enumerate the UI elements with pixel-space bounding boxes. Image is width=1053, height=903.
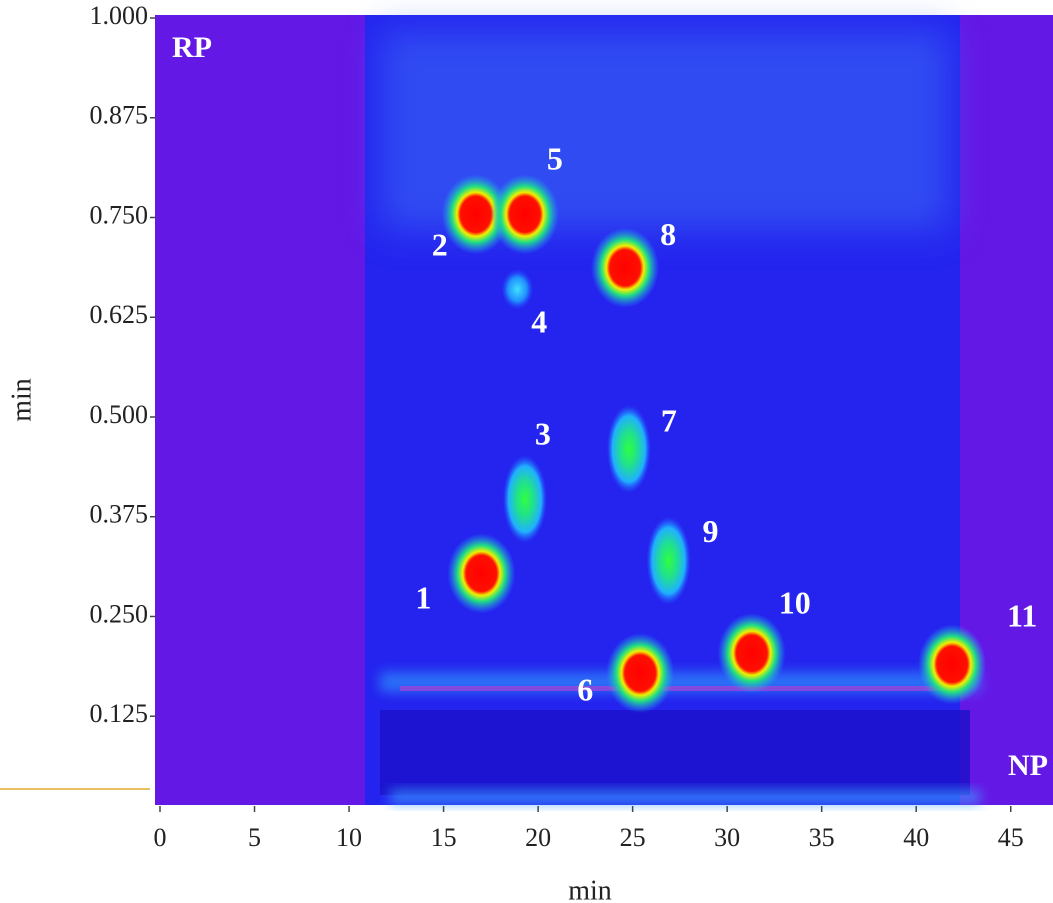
y-tick-label: 0.750 <box>90 200 149 229</box>
y-tick-label: 0.250 <box>90 599 149 628</box>
peak <box>447 533 516 614</box>
peak <box>441 174 510 255</box>
y-tick-label: 0.375 <box>90 500 149 529</box>
background <box>0 15 1053 805</box>
x-tick-label: 45 <box>998 823 1024 852</box>
y-axis-title: min <box>6 378 37 422</box>
x-tick-label: 0 <box>154 823 167 852</box>
y-tick-label: 0.500 <box>90 400 149 429</box>
peak-label: 10 <box>779 585 811 621</box>
peak-label: 2 <box>432 227 448 263</box>
x-axis-title: min <box>568 875 612 903</box>
x-tick-label: 5 <box>248 823 261 852</box>
x-tick-label: 40 <box>903 823 929 852</box>
y-tick-label: 0.125 <box>90 699 149 728</box>
peak-label: 11 <box>1007 598 1037 634</box>
x-tick-label: 20 <box>525 823 551 852</box>
corner-label: NP <box>1008 749 1048 782</box>
peak-label: 7 <box>661 402 677 438</box>
peak <box>717 613 786 694</box>
peak <box>646 516 691 605</box>
peak-label: 3 <box>535 416 551 452</box>
x-tick-label: 10 <box>336 823 362 852</box>
x-tick-label: 30 <box>714 823 740 852</box>
x-tick-label: 35 <box>809 823 835 852</box>
peak-label: 5 <box>547 141 563 177</box>
corner-label: RP <box>172 31 212 64</box>
peak-label: 4 <box>531 304 547 340</box>
x-tick-label: 15 <box>431 823 457 852</box>
peak <box>490 174 559 255</box>
y-tick-label: 1.000 <box>90 1 149 30</box>
peak-label: 6 <box>577 671 593 707</box>
peak <box>501 269 534 310</box>
peak-label: 8 <box>660 216 676 252</box>
y-tick-label: 0.875 <box>90 101 149 130</box>
peak <box>502 455 547 544</box>
x-tick-label: 25 <box>620 823 646 852</box>
peak-label: 1 <box>415 580 431 616</box>
peak <box>918 624 987 705</box>
peaks <box>441 174 987 714</box>
peak-label: 9 <box>703 513 719 549</box>
peak <box>606 633 675 714</box>
peak <box>606 404 651 493</box>
y-tick-label: 0.625 <box>90 300 149 329</box>
peak <box>591 227 660 308</box>
